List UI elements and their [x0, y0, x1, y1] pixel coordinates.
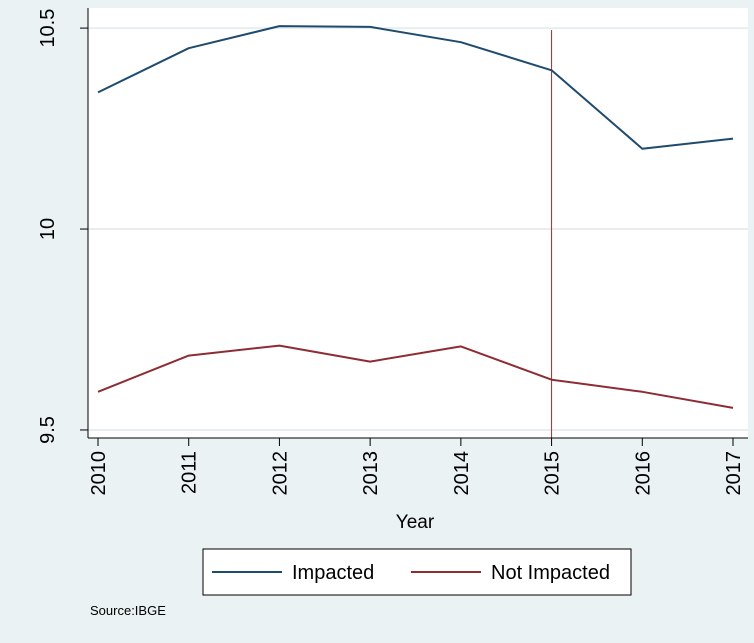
legend-label-impacted: Impacted	[292, 562, 374, 584]
x-tick-label-1: 2011	[179, 451, 201, 494]
source-note: Source:IBGE	[90, 603, 166, 618]
x-ticks: 2010 2011 2012 2013 2014 2015 2016 2017	[88, 438, 745, 496]
x-axis-title: Year	[396, 512, 435, 533]
y-tick-label-0: 9.5	[37, 416, 59, 444]
plot-area	[88, 8, 748, 438]
x-tick-label-2: 2012	[269, 451, 291, 496]
x-tick-label-6: 2016	[632, 451, 654, 496]
grid-lines	[88, 27, 748, 431]
x-tick-label-5: 2015	[542, 451, 564, 496]
axes	[87, 8, 748, 439]
legend-label-not-impacted: Not Impacted	[491, 562, 610, 584]
x-tick-label-7: 2017	[723, 451, 745, 496]
y-tick-label-1: 10	[37, 218, 59, 240]
x-tick-label-4: 2014	[451, 451, 473, 496]
y-tick-label-2: 10.5	[37, 9, 59, 48]
series-line-impacted	[97, 25, 734, 150]
series-layer	[97, 25, 734, 409]
x-tick-label-0: 2010	[88, 451, 110, 496]
series-line-not-impacted	[97, 344, 734, 409]
x-tick-label-3: 2013	[360, 451, 382, 496]
legend: Impacted Not Impacted	[202, 548, 632, 596]
y-ticks: 9.5 10 10.5	[37, 9, 88, 444]
